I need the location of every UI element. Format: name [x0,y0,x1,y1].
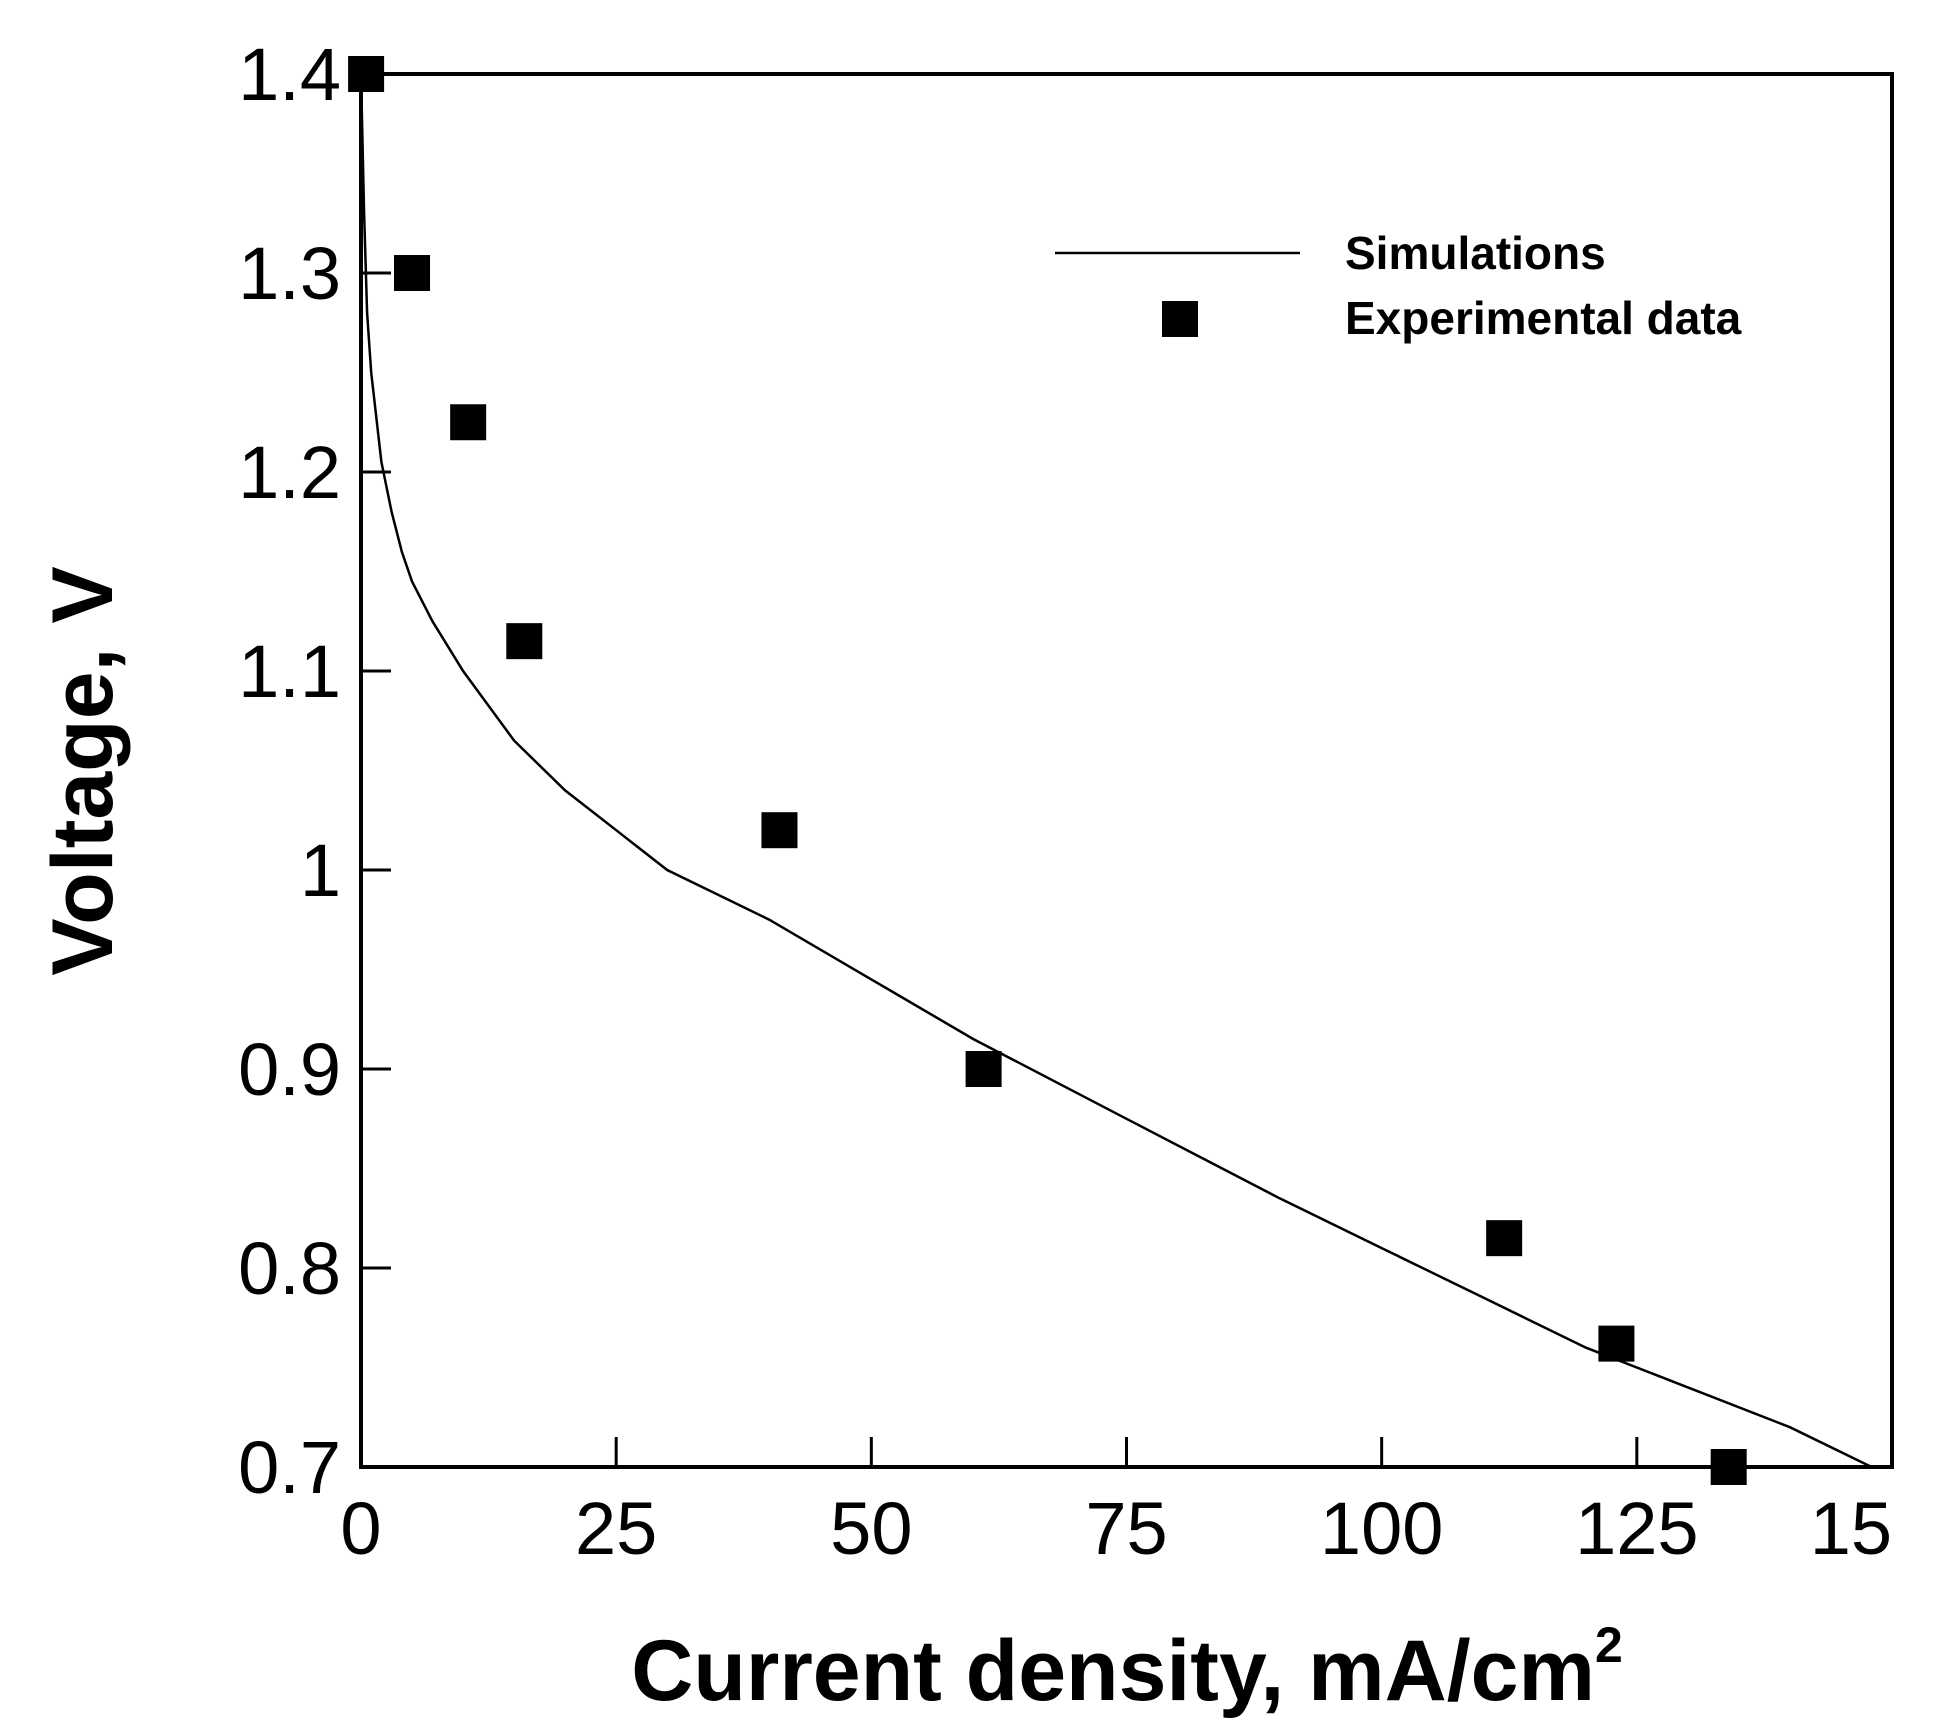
legend-square-swatch [1162,301,1198,337]
legend: Simulations Experimental data [1055,227,1742,344]
x-axis-title: Current density, mA/cm2 [631,1617,1623,1719]
experimental-point [1710,1449,1747,1485]
experimental-point [450,404,487,441]
x-axis-title-superscript: 2 [1595,1617,1623,1673]
experimental-point [394,255,431,291]
y-tick-label: 1.4 [238,33,341,116]
y-axis-ticks: 0.7 0.8 0.9 1 1.1 1.2 1.3 1.4 [238,33,391,1509]
x-tick-label: 25 [575,1487,657,1570]
y-tick-label: 0.9 [238,1028,341,1111]
y-tick-label: 1.3 [238,232,341,315]
x-tick-label: 100 [1320,1487,1443,1570]
x-tick-label: 75 [1085,1487,1167,1570]
y-tick-label: 1.1 [238,630,341,713]
x-tick-label: 50 [830,1487,912,1570]
x-tick-label: 125 [1575,1487,1698,1570]
legend-label-simulations: Simulations [1345,227,1606,279]
y-tick-label: 0.7 [238,1426,341,1509]
experimental-point [761,812,798,849]
simulation-line [359,73,1873,1469]
x-tick-label: 15 [1810,1487,1892,1570]
experimental-point [965,1051,1002,1087]
y-tick-label: 1 [300,829,341,912]
y-tick-label: 0.8 [238,1227,341,1310]
legend-label-experimental: Experimental data [1345,292,1742,344]
experimental-point [1486,1220,1523,1257]
series-layer [348,56,1873,1485]
y-tick-label: 1.2 [238,431,341,514]
experimental-point [506,623,543,660]
y-axis-title: Voltage, V [35,566,131,975]
x-axis-ticks: 0 25 50 75 100 125 15 [340,1437,1894,1570]
experimental-point [1598,1325,1635,1362]
x-tick-label: 0 [340,1487,381,1570]
x-axis-title-text: Current density, mA/cm [631,1623,1595,1719]
experimental-point [348,56,385,92]
plot-frame [359,72,1894,1469]
